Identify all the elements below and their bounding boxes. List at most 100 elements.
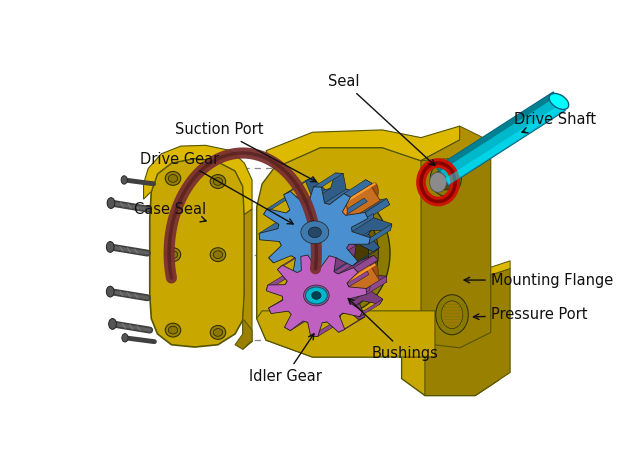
Polygon shape	[322, 309, 347, 323]
Text: Drive Shaft: Drive Shaft	[514, 113, 596, 133]
Text: Mounting Flange: Mounting Flange	[464, 272, 613, 288]
Ellipse shape	[321, 273, 352, 294]
Polygon shape	[257, 148, 435, 357]
Ellipse shape	[340, 283, 348, 300]
Polygon shape	[331, 244, 357, 260]
Polygon shape	[339, 301, 363, 316]
Polygon shape	[421, 140, 491, 348]
Polygon shape	[351, 213, 374, 232]
Polygon shape	[293, 260, 322, 276]
Polygon shape	[444, 104, 565, 185]
Polygon shape	[150, 158, 244, 347]
Polygon shape	[243, 209, 252, 350]
Polygon shape	[288, 299, 312, 314]
Ellipse shape	[210, 175, 226, 188]
Ellipse shape	[122, 333, 128, 342]
Ellipse shape	[168, 326, 178, 334]
Ellipse shape	[308, 207, 378, 299]
Ellipse shape	[165, 248, 180, 262]
Text: Idler Gear: Idler Gear	[249, 334, 322, 384]
Polygon shape	[291, 242, 317, 258]
Polygon shape	[286, 196, 312, 213]
Polygon shape	[303, 309, 328, 322]
Polygon shape	[334, 259, 358, 274]
Ellipse shape	[310, 290, 323, 300]
Ellipse shape	[213, 329, 223, 336]
Polygon shape	[280, 228, 303, 245]
Polygon shape	[284, 177, 312, 195]
Polygon shape	[282, 284, 303, 300]
Text: Bushings: Bushings	[348, 298, 439, 361]
Polygon shape	[339, 317, 365, 333]
Polygon shape	[259, 187, 370, 277]
Ellipse shape	[121, 176, 127, 184]
Text: Drive Gear: Drive Gear	[140, 152, 293, 224]
Polygon shape	[285, 269, 307, 285]
Ellipse shape	[436, 167, 456, 190]
Polygon shape	[303, 189, 330, 203]
Ellipse shape	[436, 295, 468, 335]
Ellipse shape	[430, 161, 461, 196]
Ellipse shape	[109, 318, 116, 329]
Polygon shape	[310, 324, 338, 336]
Polygon shape	[347, 271, 369, 287]
Polygon shape	[369, 224, 392, 244]
Polygon shape	[269, 244, 295, 263]
Ellipse shape	[213, 251, 223, 259]
Polygon shape	[143, 145, 252, 215]
Polygon shape	[349, 286, 371, 303]
Polygon shape	[264, 195, 289, 214]
Polygon shape	[344, 180, 372, 197]
Polygon shape	[421, 126, 491, 161]
Polygon shape	[425, 269, 510, 395]
Polygon shape	[352, 247, 380, 266]
Polygon shape	[437, 92, 556, 172]
Ellipse shape	[106, 242, 114, 252]
Polygon shape	[353, 255, 378, 272]
Polygon shape	[301, 243, 328, 256]
Ellipse shape	[429, 172, 447, 193]
Polygon shape	[402, 272, 499, 395]
Polygon shape	[277, 253, 303, 270]
Polygon shape	[281, 173, 392, 263]
Ellipse shape	[441, 301, 463, 329]
Ellipse shape	[301, 221, 329, 244]
Ellipse shape	[319, 207, 353, 230]
Ellipse shape	[305, 287, 327, 304]
Text: Case Seal: Case Seal	[134, 201, 206, 222]
Polygon shape	[366, 276, 387, 294]
Ellipse shape	[549, 94, 569, 109]
Ellipse shape	[213, 178, 223, 185]
Polygon shape	[338, 263, 380, 301]
Polygon shape	[266, 255, 367, 336]
Ellipse shape	[303, 285, 329, 306]
Text: Suction Port: Suction Port	[175, 123, 316, 182]
Ellipse shape	[210, 325, 226, 339]
Polygon shape	[297, 258, 321, 272]
Polygon shape	[437, 92, 565, 185]
Polygon shape	[338, 183, 380, 220]
Polygon shape	[285, 315, 310, 331]
Polygon shape	[257, 311, 435, 357]
Polygon shape	[324, 262, 353, 277]
Polygon shape	[310, 248, 337, 263]
Polygon shape	[259, 219, 282, 240]
Polygon shape	[266, 126, 460, 168]
Polygon shape	[235, 320, 252, 350]
Ellipse shape	[371, 183, 378, 200]
Polygon shape	[360, 299, 383, 316]
Polygon shape	[342, 198, 367, 215]
Polygon shape	[278, 210, 301, 228]
Ellipse shape	[308, 227, 321, 237]
Polygon shape	[316, 255, 340, 268]
Ellipse shape	[106, 286, 114, 297]
Polygon shape	[266, 273, 288, 291]
Polygon shape	[324, 189, 351, 204]
Ellipse shape	[318, 220, 369, 286]
Ellipse shape	[297, 193, 390, 313]
Polygon shape	[413, 261, 510, 280]
Text: Seal: Seal	[328, 74, 435, 166]
Polygon shape	[287, 243, 387, 324]
Text: Pressure Port: Pressure Port	[474, 307, 588, 322]
Ellipse shape	[168, 251, 178, 259]
